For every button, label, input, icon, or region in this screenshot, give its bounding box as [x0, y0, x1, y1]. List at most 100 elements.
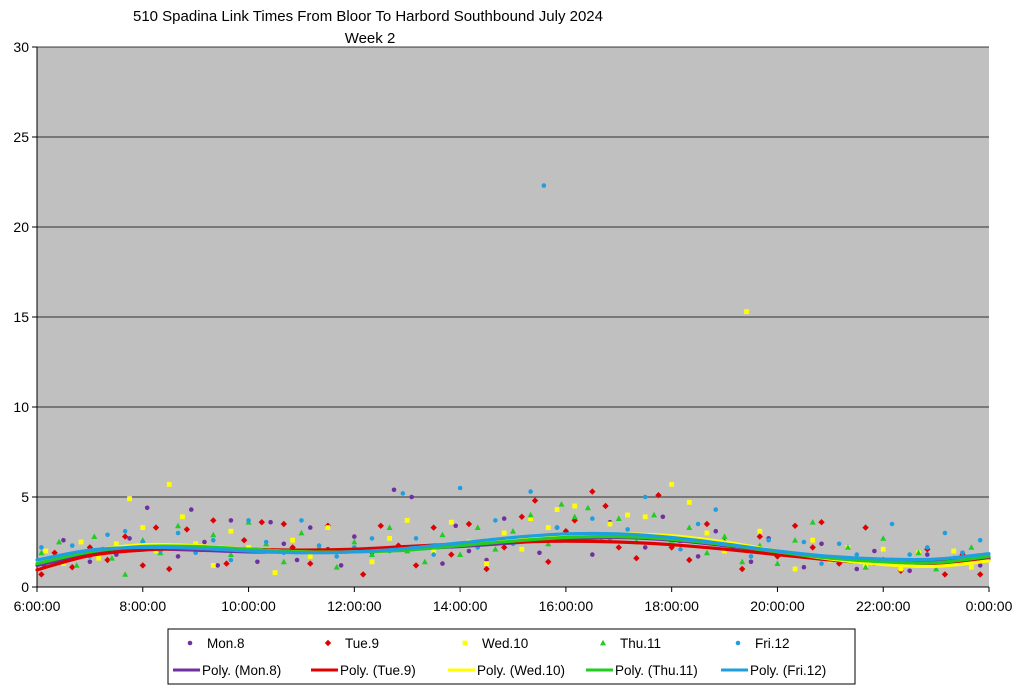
data-point	[792, 566, 798, 572]
data-point	[474, 524, 481, 530]
data-point	[792, 537, 799, 543]
data-point	[298, 529, 305, 536]
data-point	[541, 183, 547, 188]
x-tick-label: 18:00:00	[644, 598, 699, 614]
data-point	[590, 552, 595, 557]
y-tick-label: 25	[13, 129, 29, 145]
data-point	[748, 559, 754, 565]
data-point	[615, 544, 622, 551]
data-point	[854, 552, 860, 557]
data-point	[558, 501, 565, 507]
data-point	[38, 571, 45, 578]
data-point	[528, 489, 533, 494]
data-point	[924, 552, 930, 557]
data-point	[898, 566, 904, 572]
x-tick-label: 12:00:00	[327, 598, 382, 614]
data-point	[703, 520, 711, 528]
data-point	[51, 549, 58, 556]
data-point	[704, 530, 710, 536]
data-point	[572, 503, 578, 509]
data-point	[228, 528, 234, 534]
data-point	[686, 524, 693, 530]
data-point	[228, 557, 234, 563]
data-point	[144, 505, 150, 511]
data-point	[290, 537, 296, 543]
data-point	[872, 548, 877, 554]
data-point	[210, 563, 216, 568]
data-point	[669, 482, 675, 487]
legend-marker	[324, 639, 332, 647]
data-point	[280, 558, 287, 565]
data-point	[412, 562, 420, 569]
data-point	[960, 550, 965, 556]
data-point	[439, 531, 446, 538]
data-point	[571, 517, 578, 524]
data-point	[43, 548, 49, 554]
data-point	[108, 555, 115, 561]
data-point	[801, 539, 807, 545]
data-point	[739, 558, 746, 565]
data-point	[121, 533, 129, 540]
data-point	[104, 556, 111, 564]
data-point	[519, 546, 525, 552]
legend-label: Poly. (Thu.11)	[615, 663, 698, 678]
data-point	[819, 561, 824, 566]
x-tick-label: 20:00:00	[750, 598, 805, 614]
legend-label: Mon.8	[207, 636, 245, 651]
data-point	[907, 552, 912, 557]
data-point	[880, 535, 887, 541]
data-point	[615, 515, 622, 521]
y-tick-label: 30	[13, 39, 29, 55]
data-point	[299, 518, 304, 523]
data-point	[227, 551, 234, 557]
data-point	[968, 564, 974, 570]
data-point	[528, 516, 534, 521]
data-point	[223, 560, 230, 567]
legend-marker	[462, 640, 468, 646]
legend-label: Wed.10	[482, 636, 528, 651]
data-point	[240, 537, 248, 544]
data-point	[333, 564, 340, 570]
data-point	[810, 537, 816, 543]
data-point	[294, 557, 300, 563]
data-point	[607, 521, 613, 527]
data-point	[122, 571, 129, 577]
data-point	[924, 545, 930, 550]
data-point	[431, 548, 437, 554]
data-point	[175, 530, 181, 536]
data-point	[246, 545, 251, 550]
data-point	[686, 556, 693, 564]
data-point	[668, 544, 675, 551]
data-point	[113, 541, 119, 547]
data-point	[73, 562, 80, 568]
data-point	[977, 563, 983, 568]
data-point	[377, 522, 384, 529]
data-point	[307, 560, 314, 567]
data-point	[352, 534, 357, 539]
data-point	[215, 563, 221, 568]
data-point	[307, 554, 313, 559]
chart-subtitle: Week 2	[345, 30, 396, 47]
data-point	[105, 532, 110, 538]
data-point	[774, 560, 781, 566]
chart-title: 510 Spadina Link Times From Bloor To Har…	[133, 8, 603, 25]
data-point	[188, 507, 194, 512]
data-point	[854, 566, 860, 572]
y-tick-label: 5	[21, 489, 29, 505]
data-point	[562, 528, 570, 535]
data-point	[695, 521, 701, 527]
data-point	[809, 519, 816, 525]
data-point	[545, 525, 551, 530]
data-point	[968, 544, 975, 550]
x-tick-label: 6:00:00	[14, 598, 61, 614]
data-point	[268, 519, 273, 525]
data-point	[722, 548, 727, 554]
data-point	[942, 530, 948, 536]
data-point	[448, 551, 455, 558]
data-point	[166, 482, 172, 487]
data-point	[713, 507, 719, 512]
legend-label: Thu.11	[620, 636, 661, 651]
data-point	[96, 555, 102, 561]
data-point	[404, 518, 410, 523]
data-point	[359, 571, 367, 578]
